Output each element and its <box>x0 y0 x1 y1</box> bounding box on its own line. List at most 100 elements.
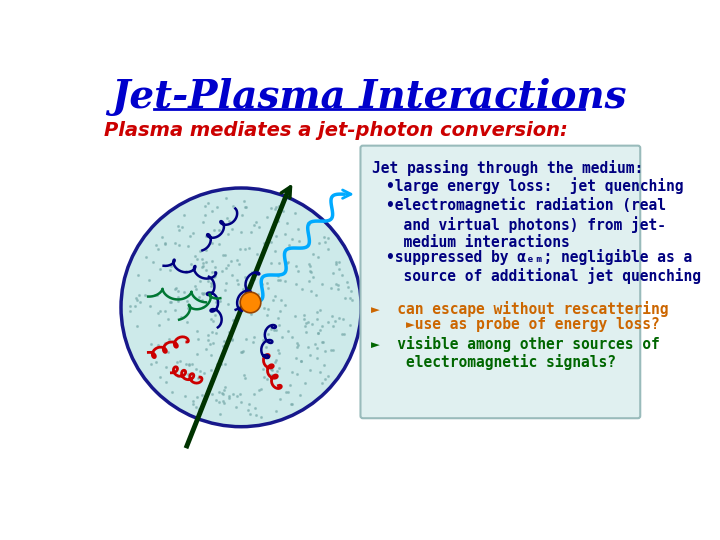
Point <box>274 395 286 404</box>
Point <box>198 289 210 298</box>
Point <box>290 354 302 363</box>
Point <box>204 273 215 281</box>
Point <box>266 259 277 268</box>
Point <box>240 281 251 289</box>
Point <box>282 258 294 266</box>
Point <box>271 355 282 364</box>
Point <box>248 338 259 346</box>
Point <box>218 386 230 395</box>
Point <box>154 373 166 381</box>
Point <box>262 284 274 292</box>
Point <box>272 346 284 355</box>
Point <box>169 285 181 294</box>
Point <box>274 307 285 315</box>
Point <box>207 339 219 347</box>
Point <box>238 346 249 355</box>
Point <box>174 357 186 366</box>
Point <box>265 204 276 213</box>
Point <box>217 390 229 399</box>
Point <box>234 245 246 253</box>
Point <box>172 296 184 305</box>
Point <box>305 267 317 276</box>
Point <box>332 285 343 293</box>
Point <box>240 203 252 212</box>
Point <box>277 207 289 215</box>
Point <box>270 326 282 334</box>
Point <box>318 233 330 241</box>
Point <box>194 293 205 301</box>
Point <box>132 296 143 305</box>
Point <box>250 298 261 306</box>
Point <box>292 341 303 349</box>
Point <box>250 410 261 419</box>
Point <box>250 404 261 413</box>
Point <box>159 239 171 248</box>
Point <box>207 279 218 288</box>
Point <box>125 306 136 315</box>
Point <box>261 310 272 319</box>
Point <box>261 213 273 221</box>
Point <box>275 296 287 305</box>
Point <box>311 315 323 324</box>
Point <box>299 379 310 388</box>
Point <box>172 221 184 230</box>
Point <box>287 368 298 377</box>
Point <box>336 329 348 338</box>
Point <box>240 334 252 343</box>
Point <box>184 231 196 240</box>
Point <box>202 331 214 340</box>
Point <box>251 249 263 258</box>
Point <box>282 388 294 397</box>
Point <box>312 328 323 337</box>
Point <box>261 278 272 287</box>
Point <box>287 333 298 341</box>
Point <box>199 210 211 219</box>
Point <box>252 289 264 298</box>
Point <box>226 334 238 343</box>
Point <box>258 373 270 382</box>
Point <box>239 245 251 253</box>
Point <box>271 203 282 212</box>
Point <box>209 263 220 272</box>
Point <box>143 276 155 285</box>
Point <box>217 342 229 350</box>
Point <box>223 392 235 400</box>
Point <box>330 259 341 268</box>
Point <box>322 234 333 243</box>
Point <box>164 298 176 307</box>
Point <box>190 402 202 411</box>
Point <box>205 279 217 288</box>
Point <box>289 209 301 218</box>
Point <box>160 239 171 248</box>
Point <box>210 310 221 319</box>
Point <box>192 349 203 358</box>
Point <box>173 226 184 234</box>
Point <box>150 240 161 249</box>
Point <box>274 364 285 373</box>
Point <box>282 327 294 335</box>
Point <box>168 238 180 247</box>
Point <box>322 245 333 253</box>
Point <box>172 372 184 381</box>
Point <box>303 276 315 285</box>
Point <box>248 290 259 299</box>
Point <box>165 266 176 275</box>
Point <box>293 237 305 245</box>
Point <box>279 277 291 286</box>
Point <box>238 197 250 205</box>
Point <box>258 304 270 313</box>
Point <box>152 308 163 317</box>
Point <box>181 297 193 306</box>
Point <box>194 277 206 286</box>
Point <box>329 317 341 326</box>
Point <box>173 287 184 295</box>
Point <box>269 358 281 367</box>
Point <box>322 372 333 381</box>
Text: Plasma mediates a jet-photon conversion:: Plasma mediates a jet-photon conversion: <box>104 121 567 140</box>
Point <box>182 241 194 250</box>
Point <box>274 275 286 284</box>
Point <box>325 284 337 293</box>
Point <box>149 291 161 300</box>
Point <box>262 330 274 339</box>
Point <box>292 342 303 351</box>
